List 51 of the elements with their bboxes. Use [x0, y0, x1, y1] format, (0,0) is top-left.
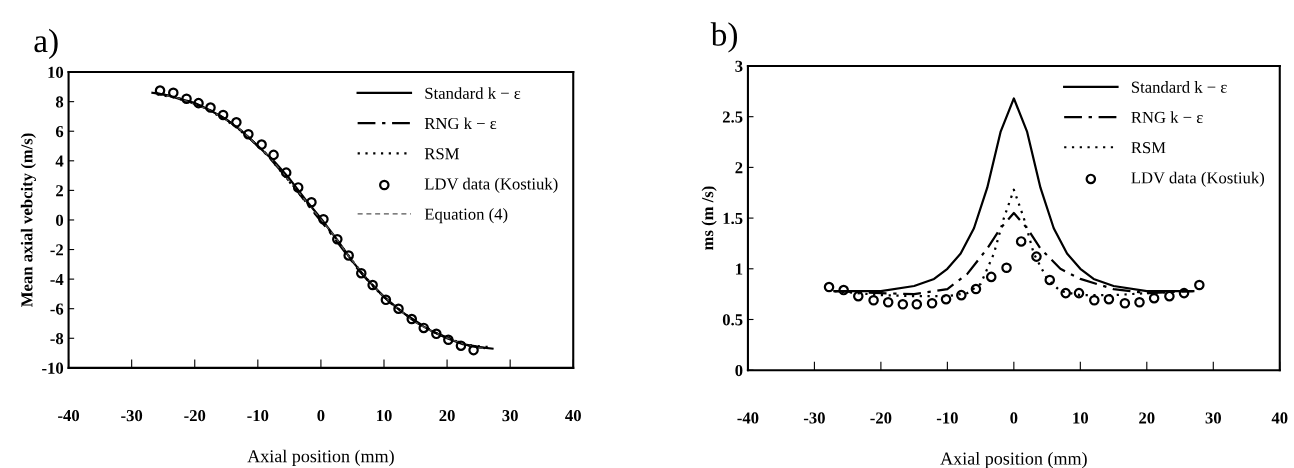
x-tick-label: 30	[1205, 412, 1221, 424]
legend-label: RNG k − ε	[424, 117, 497, 130]
x-tick-label: -40	[737, 412, 759, 424]
legend-label: RNG k − ε	[1131, 111, 1203, 124]
y-tick-label: -2	[50, 244, 64, 256]
x-tick-label: 40	[1271, 412, 1288, 424]
y-tick-label: 0	[735, 364, 743, 377]
y-tick-label: 8	[55, 96, 64, 108]
x-tick-label: 0	[1010, 412, 1018, 424]
y-tick-label: -10	[42, 362, 64, 374]
legend-label: Standard k − ε	[1131, 81, 1227, 93]
x-tick-label: 40	[565, 410, 581, 422]
x-tick-label: 10	[1073, 412, 1089, 424]
y-axis-title: ms (m /s)	[701, 186, 717, 251]
legend-label: LDV data (Kostiuk)	[424, 177, 558, 193]
y-axis-title: Mean axial vebcity (m/s)	[20, 133, 36, 307]
x-tick-label: -10	[247, 410, 269, 422]
y-tick-label: -4	[50, 273, 64, 285]
x-tick-label: -30	[121, 410, 143, 422]
x-tick-label: 0	[317, 410, 325, 422]
chart-title: b)	[710, 22, 738, 53]
x-tick-label: -20	[870, 412, 892, 424]
legend-label: RSM	[424, 148, 460, 160]
x-tick-label: 20	[1139, 412, 1155, 424]
y-tick-label: 0	[56, 214, 64, 226]
chart-title: a)	[34, 28, 58, 60]
legend-label: LDV data (Kostiuk)	[1131, 171, 1265, 187]
x-tick-label: -20	[184, 410, 206, 422]
y-tick-label: 6	[55, 125, 64, 138]
x-tick-label: 30	[502, 410, 518, 422]
y-tick-label: 2.5	[722, 111, 743, 123]
legend-label: Standard k − ε	[425, 87, 521, 99]
y-tick-label: 0.5	[722, 314, 743, 326]
y-tick-label: 10	[48, 66, 64, 79]
x-tick-label: 10	[377, 410, 392, 422]
y-tick-label: 2	[56, 185, 63, 197]
y-tick-label: 1.5	[723, 212, 743, 225]
x-axis-title: Axial position (mm)	[247, 449, 394, 466]
x-tick-label: -10	[936, 412, 958, 424]
y-tick-label: 1	[736, 263, 743, 275]
legend-label: RSM	[1131, 142, 1166, 154]
y-tick-label: 3	[735, 60, 743, 72]
y-tick-label: -8	[50, 332, 64, 345]
x-tick-label: -30	[803, 412, 825, 424]
y-tick-label: 4	[55, 155, 64, 167]
y-tick-label: 2	[735, 162, 743, 174]
x-tick-label: 20	[439, 410, 455, 422]
y-tick-label: -6	[50, 303, 64, 315]
legend-label: Equation (4)	[424, 208, 508, 224]
x-axis-title: Axial position (mm)	[940, 451, 1087, 468]
x-tick-label: -40	[58, 410, 80, 422]
